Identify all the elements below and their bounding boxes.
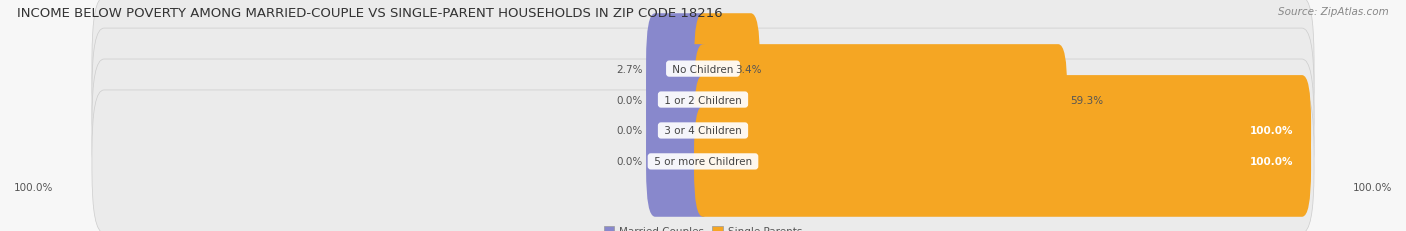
Text: 2.7%: 2.7% xyxy=(617,64,643,74)
FancyBboxPatch shape xyxy=(695,106,1310,217)
FancyBboxPatch shape xyxy=(695,76,1310,186)
Text: 100.0%: 100.0% xyxy=(1250,157,1294,167)
FancyBboxPatch shape xyxy=(695,14,759,125)
Legend: Married Couples, Single Parents: Married Couples, Single Parents xyxy=(599,222,807,231)
Text: No Children: No Children xyxy=(669,64,737,74)
Text: 100.0%: 100.0% xyxy=(14,182,53,192)
Text: 0.0%: 0.0% xyxy=(617,157,643,167)
FancyBboxPatch shape xyxy=(647,76,711,186)
Text: 3 or 4 Children: 3 or 4 Children xyxy=(661,126,745,136)
Text: 100.0%: 100.0% xyxy=(1353,182,1392,192)
Text: 0.0%: 0.0% xyxy=(617,95,643,105)
FancyBboxPatch shape xyxy=(91,29,1315,171)
Text: 5 or more Children: 5 or more Children xyxy=(651,157,755,167)
FancyBboxPatch shape xyxy=(91,91,1315,231)
FancyBboxPatch shape xyxy=(647,14,711,125)
FancyBboxPatch shape xyxy=(91,60,1315,202)
FancyBboxPatch shape xyxy=(91,0,1315,140)
Text: Source: ZipAtlas.com: Source: ZipAtlas.com xyxy=(1278,7,1389,17)
Text: INCOME BELOW POVERTY AMONG MARRIED-COUPLE VS SINGLE-PARENT HOUSEHOLDS IN ZIP COD: INCOME BELOW POVERTY AMONG MARRIED-COUPL… xyxy=(17,7,723,20)
Text: 100.0%: 100.0% xyxy=(1250,126,1294,136)
Text: 0.0%: 0.0% xyxy=(617,126,643,136)
Text: 3.4%: 3.4% xyxy=(735,64,762,74)
FancyBboxPatch shape xyxy=(695,45,1067,155)
Text: 59.3%: 59.3% xyxy=(1070,95,1104,105)
FancyBboxPatch shape xyxy=(647,106,711,217)
Text: 1 or 2 Children: 1 or 2 Children xyxy=(661,95,745,105)
FancyBboxPatch shape xyxy=(647,45,711,155)
